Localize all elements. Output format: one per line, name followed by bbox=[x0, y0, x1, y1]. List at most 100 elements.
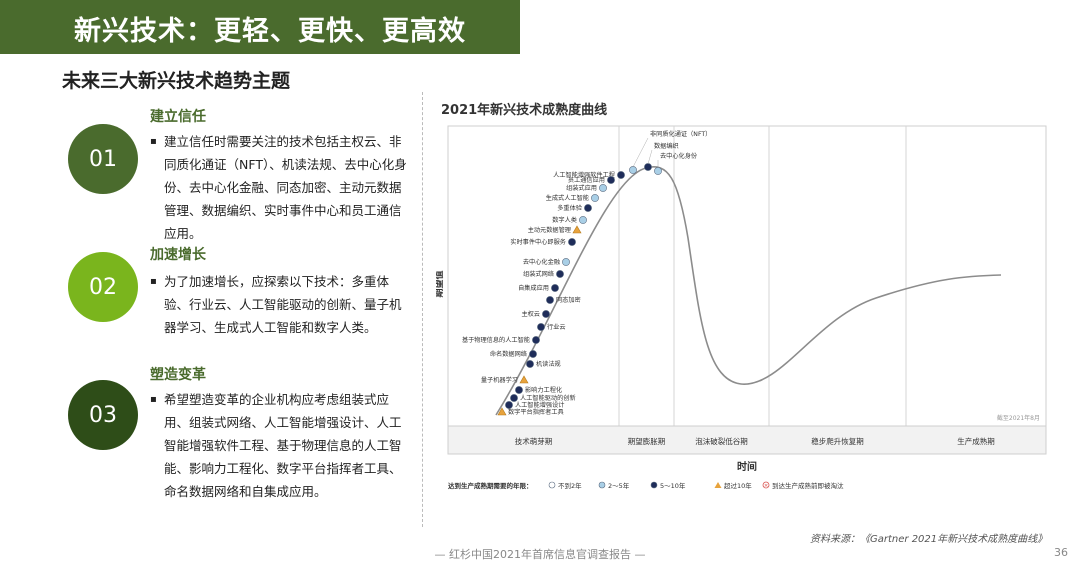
legend-circle-icon bbox=[548, 481, 556, 489]
phase-label: 泡沫破裂低谷期 bbox=[695, 436, 748, 446]
tech-marker bbox=[526, 360, 534, 368]
copyright-note: 截至2021年8月 bbox=[997, 414, 1040, 422]
footer: — 红杉中国2021年首席信息官调查报告 — bbox=[434, 548, 646, 561]
tech-label: 去中心化身份 bbox=[660, 152, 698, 160]
legend-label: 2～5年 bbox=[608, 481, 630, 490]
x-axis-label: 时间 bbox=[737, 460, 757, 473]
tech-marker bbox=[546, 296, 554, 304]
tech-marker bbox=[562, 258, 570, 266]
tech-marker bbox=[579, 216, 587, 224]
item-heading: 建立信任 bbox=[150, 109, 206, 125]
title-bar: 新兴技术：更轻、更快、更高效 bbox=[0, 0, 520, 54]
page-title: 新兴技术：更轻、更快、更高效 bbox=[74, 16, 466, 47]
tech-marker bbox=[537, 323, 545, 331]
phase-label: 稳步爬升恢复期 bbox=[811, 436, 864, 446]
label-leader bbox=[647, 149, 653, 165]
phase-label: 生产成熟期 bbox=[957, 436, 995, 446]
tech-marker bbox=[599, 184, 607, 192]
item-body: ▪ 希望塑造变革的企业机构应考虑组装式应用、组装式网络、人工智能增强设计、人工智… bbox=[150, 388, 412, 503]
tech-label: 员工通信应用 bbox=[568, 176, 605, 184]
tech-label: 人工智能驱动的创新 bbox=[520, 394, 576, 402]
legend-circle-icon bbox=[598, 481, 606, 489]
phase-label: 技术萌芽期 bbox=[515, 436, 553, 446]
item-heading: 塑造变革 bbox=[150, 367, 206, 383]
legend-cross-mark: × bbox=[764, 483, 769, 489]
tech-label: 人工智能增强设计 bbox=[515, 401, 565, 409]
tech-label: 实时事件中心即服务 bbox=[510, 238, 566, 246]
tech-marker bbox=[551, 284, 559, 292]
tech-label: 量子机器学习 bbox=[481, 376, 518, 384]
section-subtitle: 未来三大新兴技术趋势主题 bbox=[62, 70, 291, 92]
hype-curve bbox=[495, 166, 1002, 416]
item-heading: 加速增长 bbox=[150, 247, 206, 263]
legend-label: 到达生产成熟前即被淘汰 bbox=[772, 481, 844, 490]
tech-marker bbox=[505, 401, 513, 409]
number-label: 03 bbox=[89, 402, 117, 428]
source-note: 资料来源：《Gartner 2021年新兴技术成熟度曲线》 bbox=[810, 534, 1048, 545]
page-number: 36 bbox=[1054, 546, 1068, 559]
number-circle-02: 02 bbox=[68, 252, 138, 322]
tech-marker-triangle bbox=[572, 225, 582, 234]
tech-label: 非同质化通证（NFT） bbox=[650, 130, 711, 138]
tech-label: 数字平台指挥者工具 bbox=[508, 408, 564, 416]
tech-marker bbox=[515, 386, 523, 394]
item-text: 建立信任时需要关注的技术包括主权云、非同质化通证（NFT）、机读法规、去中心化身… bbox=[164, 134, 407, 241]
legend-title: 达到生产成熟期需要的年限： bbox=[448, 481, 533, 490]
tech-label: 组装式应用 bbox=[566, 184, 597, 192]
number-label: 01 bbox=[89, 146, 117, 172]
item-body: ▪ 建立信任时需要关注的技术包括主权云、非同质化通证（NFT）、机读法规、去中心… bbox=[150, 130, 412, 245]
tech-label: 自集成应用 bbox=[518, 284, 549, 292]
legend-label: 5～10年 bbox=[660, 481, 686, 490]
y-axis-label: 期望值 bbox=[436, 270, 445, 297]
item-body: ▪ 为了加速增长，应探索以下技术：多重体验、行业云、人工智能驱动的创新、量子机器… bbox=[150, 270, 412, 339]
vertical-divider bbox=[422, 92, 423, 527]
tech-marker-triangle bbox=[519, 375, 529, 384]
phase-band bbox=[447, 425, 1047, 455]
tech-label: 机读法规 bbox=[536, 360, 561, 368]
tech-marker bbox=[644, 163, 652, 171]
label-leader bbox=[632, 137, 649, 168]
tech-marker bbox=[542, 310, 550, 318]
bullet-icon: ▪ bbox=[150, 394, 157, 405]
tech-label: 多重体验 bbox=[557, 204, 583, 212]
tech-marker bbox=[584, 204, 592, 212]
number-circle-03: 03 bbox=[68, 380, 138, 450]
tech-marker bbox=[556, 270, 564, 278]
tech-label: 命名数据网络 bbox=[490, 350, 527, 358]
tech-label: 行业云 bbox=[547, 323, 566, 331]
plot-frame bbox=[447, 125, 1047, 427]
legend-triangle-icon bbox=[714, 482, 722, 488]
phase-label: 期望膨胀期 bbox=[628, 436, 666, 446]
number-label: 02 bbox=[89, 274, 117, 300]
tech-marker bbox=[529, 350, 537, 358]
legend-label: 不到2年 bbox=[558, 481, 582, 490]
tech-marker bbox=[510, 394, 518, 402]
tech-marker bbox=[617, 171, 625, 179]
tech-label: 去中心化金融 bbox=[523, 258, 560, 266]
tech-marker bbox=[629, 166, 637, 174]
legend-circle-icon bbox=[650, 481, 658, 489]
tech-label: 生成式人工智能 bbox=[546, 194, 589, 202]
tech-label: 影响力工程化 bbox=[525, 386, 562, 394]
hype-cycle-chart: 技术萌芽期 期望膨胀期 泡沫破裂低谷期 稳步爬升恢复期 生产成熟期 期望值时间 截至2021… bbox=[433, 118, 1050, 498]
tech-label: 人工智能增强软件工程 bbox=[553, 171, 615, 179]
tech-marker bbox=[654, 167, 662, 175]
number-circle-01: 01 bbox=[68, 124, 138, 194]
legend-label: 超过10年 bbox=[724, 481, 752, 490]
tech-label: 组装式网络 bbox=[523, 270, 554, 278]
tech-label: 同态加密 bbox=[556, 296, 581, 304]
tech-label: 数字人类 bbox=[552, 216, 577, 224]
tech-label: 数据编织 bbox=[654, 142, 679, 150]
tech-label: 主动元数据管理 bbox=[528, 226, 571, 234]
item-text: 希望塑造变革的企业机构应考虑组装式应用、组装式网络、人工智能增强设计、人工智能增… bbox=[164, 392, 402, 499]
tech-label: 基于物理信息的人工智能 bbox=[462, 336, 530, 344]
tech-marker bbox=[532, 336, 540, 344]
bullet-icon: ▪ bbox=[150, 276, 157, 287]
tech-label: 主权云 bbox=[521, 310, 540, 318]
tech-marker-triangle bbox=[497, 407, 507, 416]
bullet-icon: ▪ bbox=[150, 136, 157, 147]
tech-marker bbox=[591, 194, 599, 202]
legend-cross-icon bbox=[762, 481, 770, 489]
chart-title: 2021年新兴技术成熟度曲线 bbox=[441, 103, 608, 118]
